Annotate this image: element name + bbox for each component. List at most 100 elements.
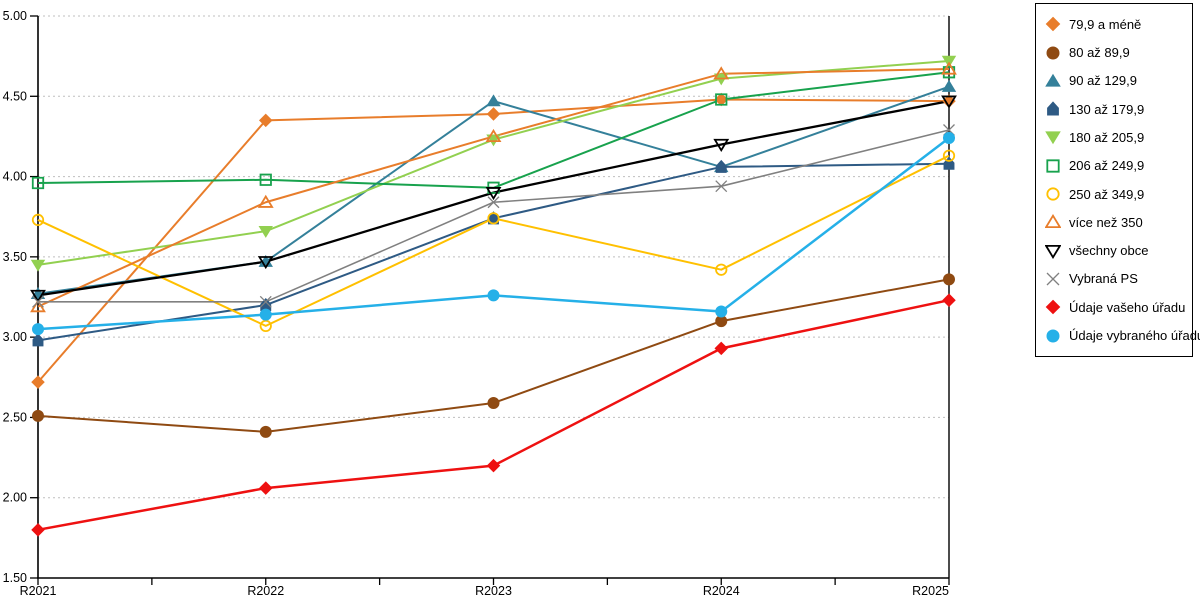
marker-series12-R2023 <box>487 289 500 302</box>
legend-item-10: Vybraná PS <box>1045 267 1188 291</box>
marker-legend-2 <box>1046 46 1060 60</box>
circle-legend-icon <box>1046 187 1060 201</box>
marker-series7-R2021 <box>31 213 45 227</box>
marker-series9-R2025 <box>941 95 957 109</box>
marker-series3-R2023 <box>486 94 501 107</box>
marker-series2-R2025 <box>943 273 955 286</box>
marker-series6-R2022 <box>259 173 272 186</box>
triangle-up-legend-icon <box>1045 214 1061 229</box>
marker-series8-R2023 <box>485 128 502 143</box>
series-line-4 <box>37 162 950 342</box>
marker-series12-R2022 <box>259 308 272 321</box>
marker-legend-3 <box>1045 73 1061 87</box>
marker-series8-R2022 <box>257 194 274 208</box>
y-axis-label: 3.00 <box>3 330 27 344</box>
square-legend-icon <box>1046 159 1060 173</box>
legend-label: Údaje vašeho úřadu <box>1069 299 1186 315</box>
marker-series11-R2023 <box>486 458 501 473</box>
legend-label: 250 až 349,9 <box>1069 186 1145 202</box>
marker-series10-R2023 <box>487 196 500 209</box>
x-axis-label: R2021 <box>20 584 57 598</box>
y-axis-label: 3.50 <box>3 250 27 264</box>
series-line-11 <box>37 298 950 532</box>
marker-series11-R2025 <box>942 293 956 307</box>
marker-series9-R2024 <box>713 138 730 152</box>
marker-series4-R2024 <box>715 159 727 173</box>
marker-series7-R2025 <box>942 149 956 162</box>
marker-series12-R2021 <box>32 323 44 336</box>
marker-legend-10 <box>1046 272 1060 286</box>
diamond-legend-icon <box>1045 16 1061 32</box>
y-axis-label: 4.50 <box>3 89 27 103</box>
legend-item-12: Údaje vybraného úřadu <box>1045 324 1200 348</box>
x-axis-label: R2022 <box>247 584 284 598</box>
legend-label: všechny obce <box>1069 243 1149 259</box>
marker-series5-R2021 <box>30 259 46 272</box>
y-axis-label: 5.00 <box>3 9 27 23</box>
y-axis-label: 2.50 <box>3 410 27 424</box>
y-axis-label: 1.50 <box>3 571 27 585</box>
legend-item-8: více než 350 <box>1045 210 1188 234</box>
legend-label: více než 350 <box>1069 214 1143 230</box>
marker-legend-1 <box>1045 16 1061 32</box>
legend-item-4: 130 až 179,9 <box>1045 97 1188 121</box>
legend-item-5: 180 až 205,9 <box>1045 125 1188 149</box>
marker-series4-R2021 <box>32 333 44 347</box>
marker-legend-11 <box>1045 299 1061 315</box>
marker-series8-R2021 <box>30 299 46 313</box>
circle-legend-icon <box>1046 329 1060 343</box>
legend-item-7: 250 až 349,9 <box>1045 182 1188 206</box>
marker-legend-12 <box>1046 329 1060 343</box>
marker-series9-R2023 <box>485 187 502 201</box>
marker-series12-R2024 <box>715 305 728 318</box>
marker-series9-R2022 <box>257 256 274 270</box>
pentagon-legend-icon <box>1047 101 1059 116</box>
marker-series11-R2024 <box>714 341 729 356</box>
legend-item-9: všechny obce <box>1045 239 1188 263</box>
legend-label: Údaje vybraného úřadu <box>1069 328 1200 344</box>
legend-item-1: 79,9 a méně <box>1045 12 1188 36</box>
triangle-down-legend-icon <box>1045 131 1061 145</box>
marker-series2-R2021 <box>32 409 44 422</box>
legend-item-2: 80 až 89,9 <box>1045 41 1188 65</box>
marker-series6-R2021 <box>31 176 45 190</box>
y-axis-label: 4.00 <box>3 170 27 184</box>
x-axis-label: R2023 <box>475 584 512 598</box>
marker-series8-R2025 <box>941 61 957 75</box>
marker-series11-R2021 <box>31 523 45 537</box>
marker-series6-R2024 <box>715 93 728 106</box>
marker-series3-R2025 <box>941 79 957 92</box>
legend-label: 80 až 89,9 <box>1069 45 1130 61</box>
legend-item-3: 90 až 129,9 <box>1045 69 1188 93</box>
marker-legend-7 <box>1046 187 1060 201</box>
y-axis-label: 2.00 <box>3 491 27 505</box>
marker-series10-R2021 <box>32 295 44 308</box>
marker-series12-R2025 <box>943 132 955 145</box>
marker-series7-R2023 <box>487 212 500 225</box>
triangle-down-legend-icon <box>1045 244 1061 259</box>
marker-legend-5 <box>1045 131 1061 145</box>
marker-series8-R2024 <box>713 66 730 80</box>
marker-series7-R2024 <box>715 263 728 276</box>
marker-series10-R2022 <box>259 295 272 308</box>
legend: 79,9 a méně 80 až 89,9 90 až 129,9 130 až 1… <box>1035 3 1200 357</box>
marker-legend-9 <box>1045 244 1061 259</box>
marker-series1-R2021 <box>31 375 45 389</box>
legend-label: 79,9 a méně <box>1069 16 1142 32</box>
marker-legend-4 <box>1047 101 1059 116</box>
legend-label: 180 až 205,9 <box>1069 129 1145 145</box>
x-axis-label: R2024 <box>703 584 740 598</box>
marker-series7-R2022 <box>259 319 272 333</box>
triangle-up-legend-icon <box>1045 73 1061 87</box>
marker-series11-R2022 <box>258 481 273 495</box>
x-axis-label: R2025 <box>912 584 949 598</box>
marker-series2-R2023 <box>487 396 500 409</box>
marker-legend-6 <box>1046 159 1060 173</box>
legend-label: 206 až 249,9 <box>1069 158 1145 174</box>
marker-series1-R2022 <box>258 113 273 128</box>
diamond-legend-icon <box>1045 299 1061 315</box>
legend-item-11: Údaje vašeho úřadu <box>1045 295 1188 319</box>
circle-legend-icon <box>1046 46 1060 60</box>
